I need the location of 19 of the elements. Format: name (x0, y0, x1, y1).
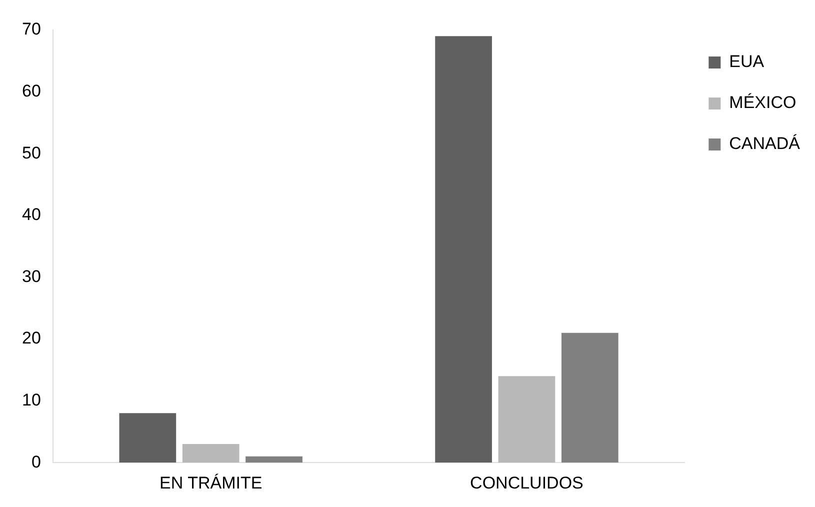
bar (182, 444, 240, 463)
legend-label: CANADÁ (729, 134, 801, 154)
bar (246, 456, 302, 463)
x-tick-label: CONCLUIDOS (470, 473, 584, 492)
y-tick-label: 30 (22, 266, 41, 286)
legend-label: EUA (729, 52, 765, 72)
y-tick-label: 60 (22, 81, 41, 100)
bar (119, 413, 176, 463)
y-tick-label: 50 (22, 143, 41, 162)
bar (561, 332, 618, 463)
y-tick-label: 40 (22, 205, 41, 224)
y-tick-label: 70 (22, 20, 41, 39)
x-tick-label: EN TRÁMITE (160, 473, 262, 492)
y-tick-label: 20 (22, 328, 41, 348)
y-tick-label: 10 (22, 390, 41, 410)
legend-label: MÉXICO (729, 93, 796, 112)
bar (435, 36, 492, 463)
bar (498, 376, 556, 463)
y-tick-label: 0 (31, 452, 41, 472)
